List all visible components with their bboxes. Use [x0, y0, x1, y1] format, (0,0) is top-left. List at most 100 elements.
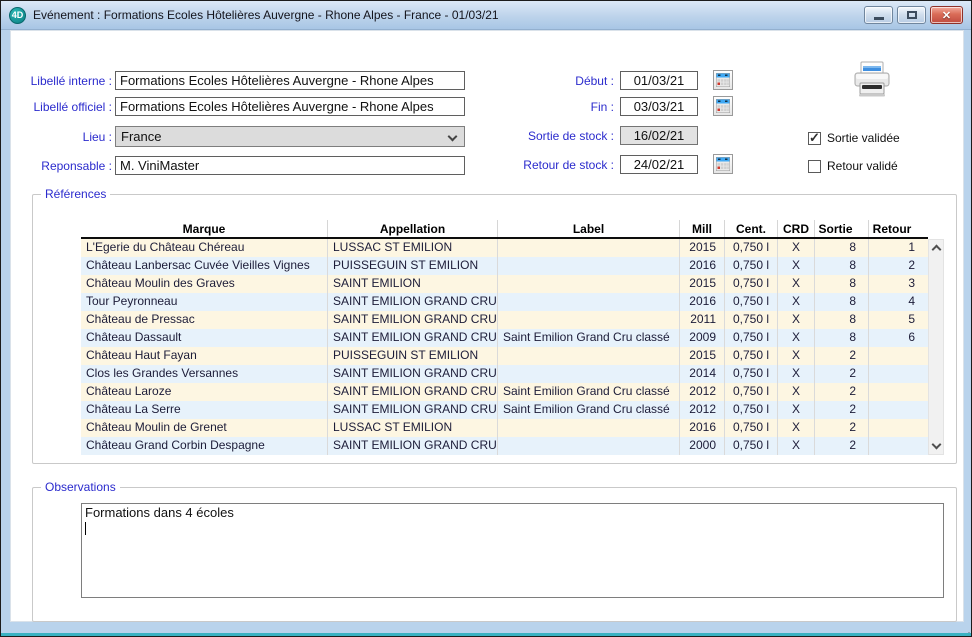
table-cell[interactable]: 2015	[680, 347, 725, 365]
table-cell[interactable]: 0,750 l	[725, 329, 778, 347]
table-cell[interactable]: PUISSEGUIN ST EMILION	[328, 347, 498, 365]
table-cell[interactable]: 0,750 l	[725, 365, 778, 383]
column-header-mill[interactable]: Mill	[680, 220, 725, 237]
table-row[interactable]: Château Moulin des Graves SAINT EMILION 20…	[81, 275, 928, 293]
debut-calendar-button[interactable]	[713, 70, 733, 90]
table-cell[interactable]	[869, 365, 928, 383]
table-cell[interactable]: Tour Peyronneau	[81, 293, 328, 311]
table-cell[interactable]: X	[778, 239, 815, 257]
table-cell[interactable]: Saint Emilion Grand Cru classé	[498, 401, 680, 419]
table-cell[interactable]: 8	[815, 239, 869, 257]
table-cell[interactable]: 0,750 l	[725, 437, 778, 455]
table-cell[interactable]: PUISSEGUIN ST EMILION	[328, 257, 498, 275]
table-cell[interactable]: 6	[908, 330, 915, 344]
table-cell[interactable]: 2016	[680, 257, 725, 275]
table-cell[interactable]: 3	[908, 276, 915, 290]
table-cell[interactable]: 2016	[680, 419, 725, 437]
libelle-interne-input[interactable]	[115, 71, 465, 90]
table-cell[interactable]	[498, 275, 680, 293]
table-row[interactable]: Château de Pressac SAINT EMILION GRAND CR…	[81, 311, 928, 329]
table-cell[interactable]: SAINT EMILION GRAND CRU	[328, 311, 498, 329]
titlebar[interactable]: 4D Evénement : Formations Ecoles Hôteliè…	[1, 1, 971, 30]
observations-textarea[interactable]: Formations dans 4 écoles	[81, 503, 944, 598]
column-header-sortie[interactable]: Sortie	[815, 220, 869, 237]
table-cell[interactable]: Château Dassault	[81, 329, 328, 347]
table-cell[interactable]	[498, 419, 680, 437]
table-cell[interactable]: X	[778, 293, 815, 311]
table-cell[interactable]	[498, 293, 680, 311]
table-row[interactable]: Clos les Grandes Versannes SAINT EMILION …	[81, 365, 928, 383]
table-cell[interactable]: 8	[815, 275, 869, 293]
table-cell[interactable]: X	[778, 419, 815, 437]
table-cell[interactable]: Saint Emilion Grand Cru classé	[498, 329, 680, 347]
table-cell[interactable]: 2012	[680, 401, 725, 419]
table-cell[interactable]: X	[778, 365, 815, 383]
column-header-retour[interactable]: Retour	[872, 221, 912, 236]
column-header-label[interactable]: Label	[498, 220, 680, 237]
table-cell[interactable]	[869, 347, 928, 365]
retour-valide-checkbox[interactable]	[808, 159, 821, 173]
table-cell[interactable]: 0,750 l	[725, 275, 778, 293]
table-cell[interactable]: SAINT EMILION GRAND CRU	[328, 401, 498, 419]
reponsable-input[interactable]	[115, 156, 465, 175]
table-cell[interactable]: 8	[815, 293, 869, 311]
lieu-select[interactable]: France	[115, 126, 465, 147]
retour-de-stock-input[interactable]	[620, 155, 698, 174]
table-cell[interactable]	[498, 365, 680, 383]
minimize-button[interactable]	[864, 6, 893, 24]
table-cell[interactable]: 0,750 l	[725, 347, 778, 365]
sortie-validee-checkbox-row[interactable]: Sortie validée	[808, 130, 900, 146]
table-cell[interactable]: SAINT EMILION GRAND CRU	[328, 383, 498, 401]
table-cell[interactable]: X	[778, 257, 815, 275]
table-row[interactable]: L'Egerie du Château Chéreau LUSSAC ST EMI…	[81, 239, 928, 257]
table-cell[interactable]: X	[778, 437, 815, 455]
table-row[interactable]: Château Moulin de Grenet LUSSAC ST EMILIO…	[81, 419, 928, 437]
table-cell[interactable]: SAINT EMILION GRAND CRU	[328, 437, 498, 455]
table-cell[interactable]: Château Grand Corbin Despagne	[81, 437, 328, 455]
table-cell[interactable]: 8	[815, 329, 869, 347]
table-cell[interactable]: 2015	[680, 275, 725, 293]
table-cell[interactable]	[869, 437, 928, 455]
column-header-marque[interactable]: Marque	[81, 220, 328, 237]
sortie-validee-checkbox[interactable]	[808, 130, 821, 146]
table-cell[interactable]: X	[778, 329, 815, 347]
table-cell[interactable]: SAINT EMILION	[328, 275, 498, 293]
table-cell[interactable]: 2	[815, 365, 869, 383]
libelle-officiel-input[interactable]	[115, 97, 465, 116]
table-cell[interactable]: 2	[815, 347, 869, 365]
table-cell[interactable]: 8	[815, 311, 869, 329]
table-cell[interactable]: Château Moulin des Graves	[81, 275, 328, 293]
table-cell[interactable]: X	[778, 275, 815, 293]
table-cell[interactable]: 2009	[680, 329, 725, 347]
column-header-crd[interactable]: CRD	[778, 220, 815, 237]
table-cell[interactable]: SAINT EMILION GRAND CRU	[328, 293, 498, 311]
table-cell[interactable]: X	[778, 347, 815, 365]
table-cell[interactable]	[498, 437, 680, 455]
table-cell[interactable]: 2015	[680, 239, 725, 257]
retour-valide-checkbox-row[interactable]: Retour validé	[808, 159, 898, 173]
table-row[interactable]: Château Laroze SAINT EMILION GRAND CRU Sai…	[81, 383, 928, 401]
table-cell[interactable]: Château Lanbersac Cuvée Vieilles Vignes	[81, 257, 328, 275]
table-cell[interactable]: 2	[815, 401, 869, 419]
print-button[interactable]	[849, 59, 895, 103]
table-cell[interactable]	[498, 311, 680, 329]
table-cell[interactable]	[869, 419, 928, 437]
table-cell[interactable]: Clos les Grandes Versannes	[81, 365, 328, 383]
table-row[interactable]: Tour Peyronneau SAINT EMILION GRAND CRU 20…	[81, 293, 928, 311]
table-cell[interactable]: 5	[908, 312, 915, 326]
column-header-appellation[interactable]: Appellation	[328, 220, 498, 237]
table-row[interactable]: Château Dassault SAINT EMILION GRAND CRU S…	[81, 329, 928, 347]
scroll-up-icon[interactable]	[931, 244, 941, 255]
table-cell[interactable]: 2016	[680, 293, 725, 311]
fin-calendar-button[interactable]	[713, 96, 733, 116]
table-cell[interactable]: Château Moulin de Grenet	[81, 419, 328, 437]
table-cell[interactable]: 2000	[680, 437, 725, 455]
table-cell[interactable]: 2	[908, 258, 915, 272]
table-cell[interactable]: SAINT EMILION GRAND CRU	[328, 365, 498, 383]
table-cell[interactable]: 2014	[680, 365, 725, 383]
table-cell[interactable]: X	[778, 311, 815, 329]
table-row[interactable]: Château Haut Fayan PUISSEGUIN ST EMILION 2…	[81, 347, 928, 365]
table-cell[interactable]: 0,750 l	[725, 293, 778, 311]
table-cell[interactable]	[869, 383, 928, 401]
resize-grip[interactable]	[964, 628, 966, 630]
